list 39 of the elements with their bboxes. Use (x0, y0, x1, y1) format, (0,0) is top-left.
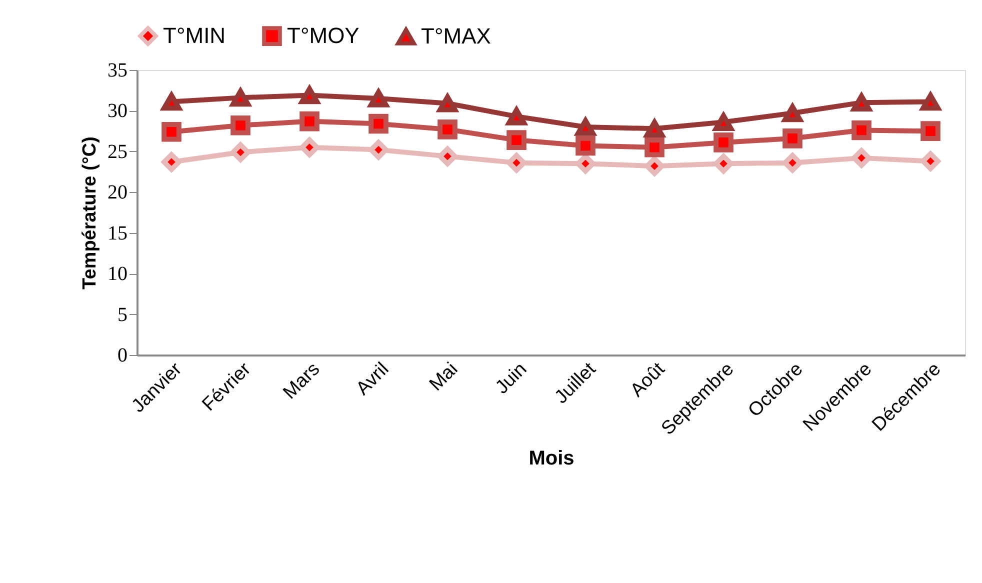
point (920, 151, 940, 172)
y-tick-label: 35 (108, 60, 128, 82)
point (576, 154, 596, 174)
y-tick-label: 10 (108, 263, 128, 286)
point (714, 154, 734, 174)
point (506, 130, 526, 150)
point (368, 114, 388, 134)
point (852, 120, 872, 140)
point (438, 146, 458, 166)
y-tick-label: 5 (118, 304, 128, 326)
point (920, 121, 940, 141)
y-tick-label: 15 (108, 222, 128, 244)
point (506, 152, 526, 173)
legend-label: T°MIN (163, 23, 226, 48)
point (852, 148, 872, 168)
point (230, 142, 250, 162)
point (782, 128, 802, 148)
y-tick-label: 25 (108, 140, 128, 163)
point (300, 111, 320, 132)
x-axis-title: Mois (528, 448, 574, 470)
y-tick-label: 20 (108, 182, 128, 204)
legend-label: T°MOY (287, 23, 360, 48)
x-tick-label: Juin (492, 358, 532, 398)
point (438, 120, 458, 140)
point (644, 137, 664, 158)
point (230, 115, 250, 136)
y-tick-label: 0 (118, 344, 128, 366)
y-tick-label: 30 (108, 100, 128, 122)
point (644, 156, 664, 176)
point (162, 122, 182, 142)
point (368, 140, 388, 160)
point (162, 152, 182, 172)
legend-label: T°MAX (421, 24, 492, 49)
point (714, 132, 734, 152)
x-tick-label: Mai (426, 358, 462, 396)
point (576, 136, 596, 156)
y-axis-title: Température (°C) (80, 136, 100, 290)
point (300, 137, 320, 158)
point (782, 152, 802, 173)
